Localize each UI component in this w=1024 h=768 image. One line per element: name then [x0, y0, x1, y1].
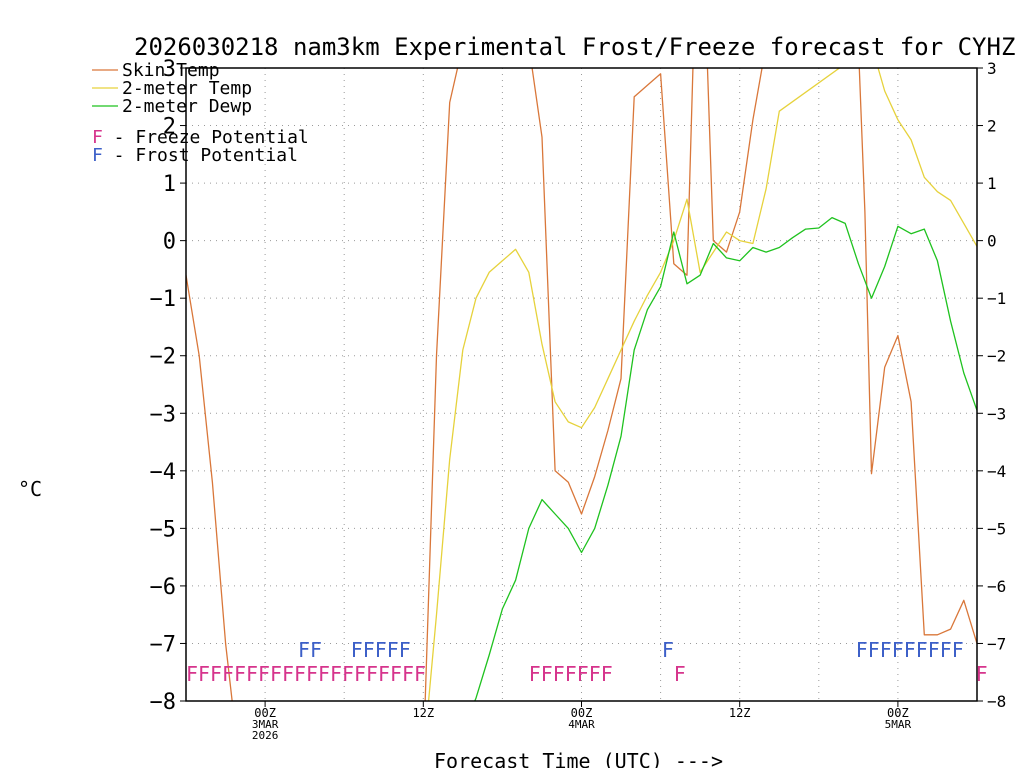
y-tick-label-right: −1	[987, 289, 1006, 308]
y-axis-left: −8 −7 −6 −5 −4 −3 −2 −1 0 1 2 3	[150, 57, 186, 715]
freeze-mark: FFFFFFFFFFFFFFFFFFFF	[186, 662, 426, 686]
y-tick-label-left: −6	[150, 575, 177, 600]
y-tick-label-left: −3	[150, 402, 177, 427]
x-tick-label: 5MAR	[885, 718, 912, 731]
series-line-2-meter-temp	[427, 68, 977, 701]
potential-legend-label: F - Frost Potential	[92, 145, 298, 166]
frost-mark: FFFFFFFFF	[856, 638, 964, 662]
y-tick-label-right: 2	[987, 117, 997, 136]
x-tick-label: 3MAR	[252, 718, 279, 731]
series-line-2-meter-dewp	[474, 216, 977, 701]
x-tick-label: 12Z	[412, 706, 434, 720]
y-tick-label-left: −4	[150, 460, 177, 485]
x-tick-label: 00Z	[254, 706, 276, 720]
y-tick-label-right: 3	[987, 59, 997, 78]
y-tick-label-left: −8	[150, 690, 177, 715]
y-tick-label-left: 0	[163, 230, 176, 255]
y-tick-label-right: −8	[987, 692, 1006, 711]
frost-mark: F	[662, 638, 674, 662]
y-tick-label-left: 1	[163, 172, 176, 197]
y-axis-right: −8 −7 −6 −5 −4 −3 −2 −1 0 1 2 3	[977, 59, 1006, 711]
y-tick-label-left: −7	[150, 632, 177, 657]
grid	[186, 68, 977, 701]
y-tick-label-right: −6	[987, 577, 1006, 596]
potential-legend-label: F - Freeze Potential	[92, 127, 309, 148]
y-tick-label-right: 1	[987, 174, 997, 193]
x-tick-label: 2026	[252, 729, 279, 742]
freeze-mark: F	[674, 662, 686, 686]
y-tick-label-right: −5	[987, 519, 1006, 538]
freeze-mark: F	[976, 662, 988, 686]
legend-label: 2-meter Temp	[122, 78, 252, 99]
y-tick-label-right: −4	[987, 462, 1006, 481]
y-tick-label-left: 2	[163, 115, 176, 140]
x-tick-label: 12Z	[729, 706, 751, 720]
legend-label: Skin Temp	[122, 60, 220, 81]
x-tick-label: 00Z	[571, 706, 593, 720]
x-axis-label: Forecast Time (UTC) --->	[434, 749, 723, 768]
chart-title: 2026030218 nam3km Experimental Frost/Fre…	[134, 33, 1015, 61]
series-group	[186, 68, 977, 701]
y-tick-label-left: −1	[150, 287, 177, 312]
x-tick-label: 00Z	[887, 706, 909, 720]
y-tick-label-right: −3	[987, 404, 1006, 423]
y-tick-label-left: 3	[163, 57, 176, 82]
y-axis-label: °C	[18, 477, 42, 501]
x-tick-label: 4MAR	[568, 718, 595, 731]
y-tick-label-left: −2	[150, 345, 177, 370]
plot-frame	[185, 67, 978, 702]
frost-mark: FF	[298, 638, 322, 662]
frost-mark: FFFFF	[351, 638, 411, 662]
freeze-mark: FFFFFFF	[529, 662, 613, 686]
y-tick-label-left: −5	[150, 517, 177, 542]
y-tick-label-right: −7	[987, 634, 1006, 653]
legend-label: 2-meter Dewp	[122, 96, 252, 117]
series-line-skin-temp	[186, 68, 977, 701]
y-tick-label-right: 0	[987, 232, 997, 251]
y-tick-label-right: −2	[987, 347, 1006, 366]
